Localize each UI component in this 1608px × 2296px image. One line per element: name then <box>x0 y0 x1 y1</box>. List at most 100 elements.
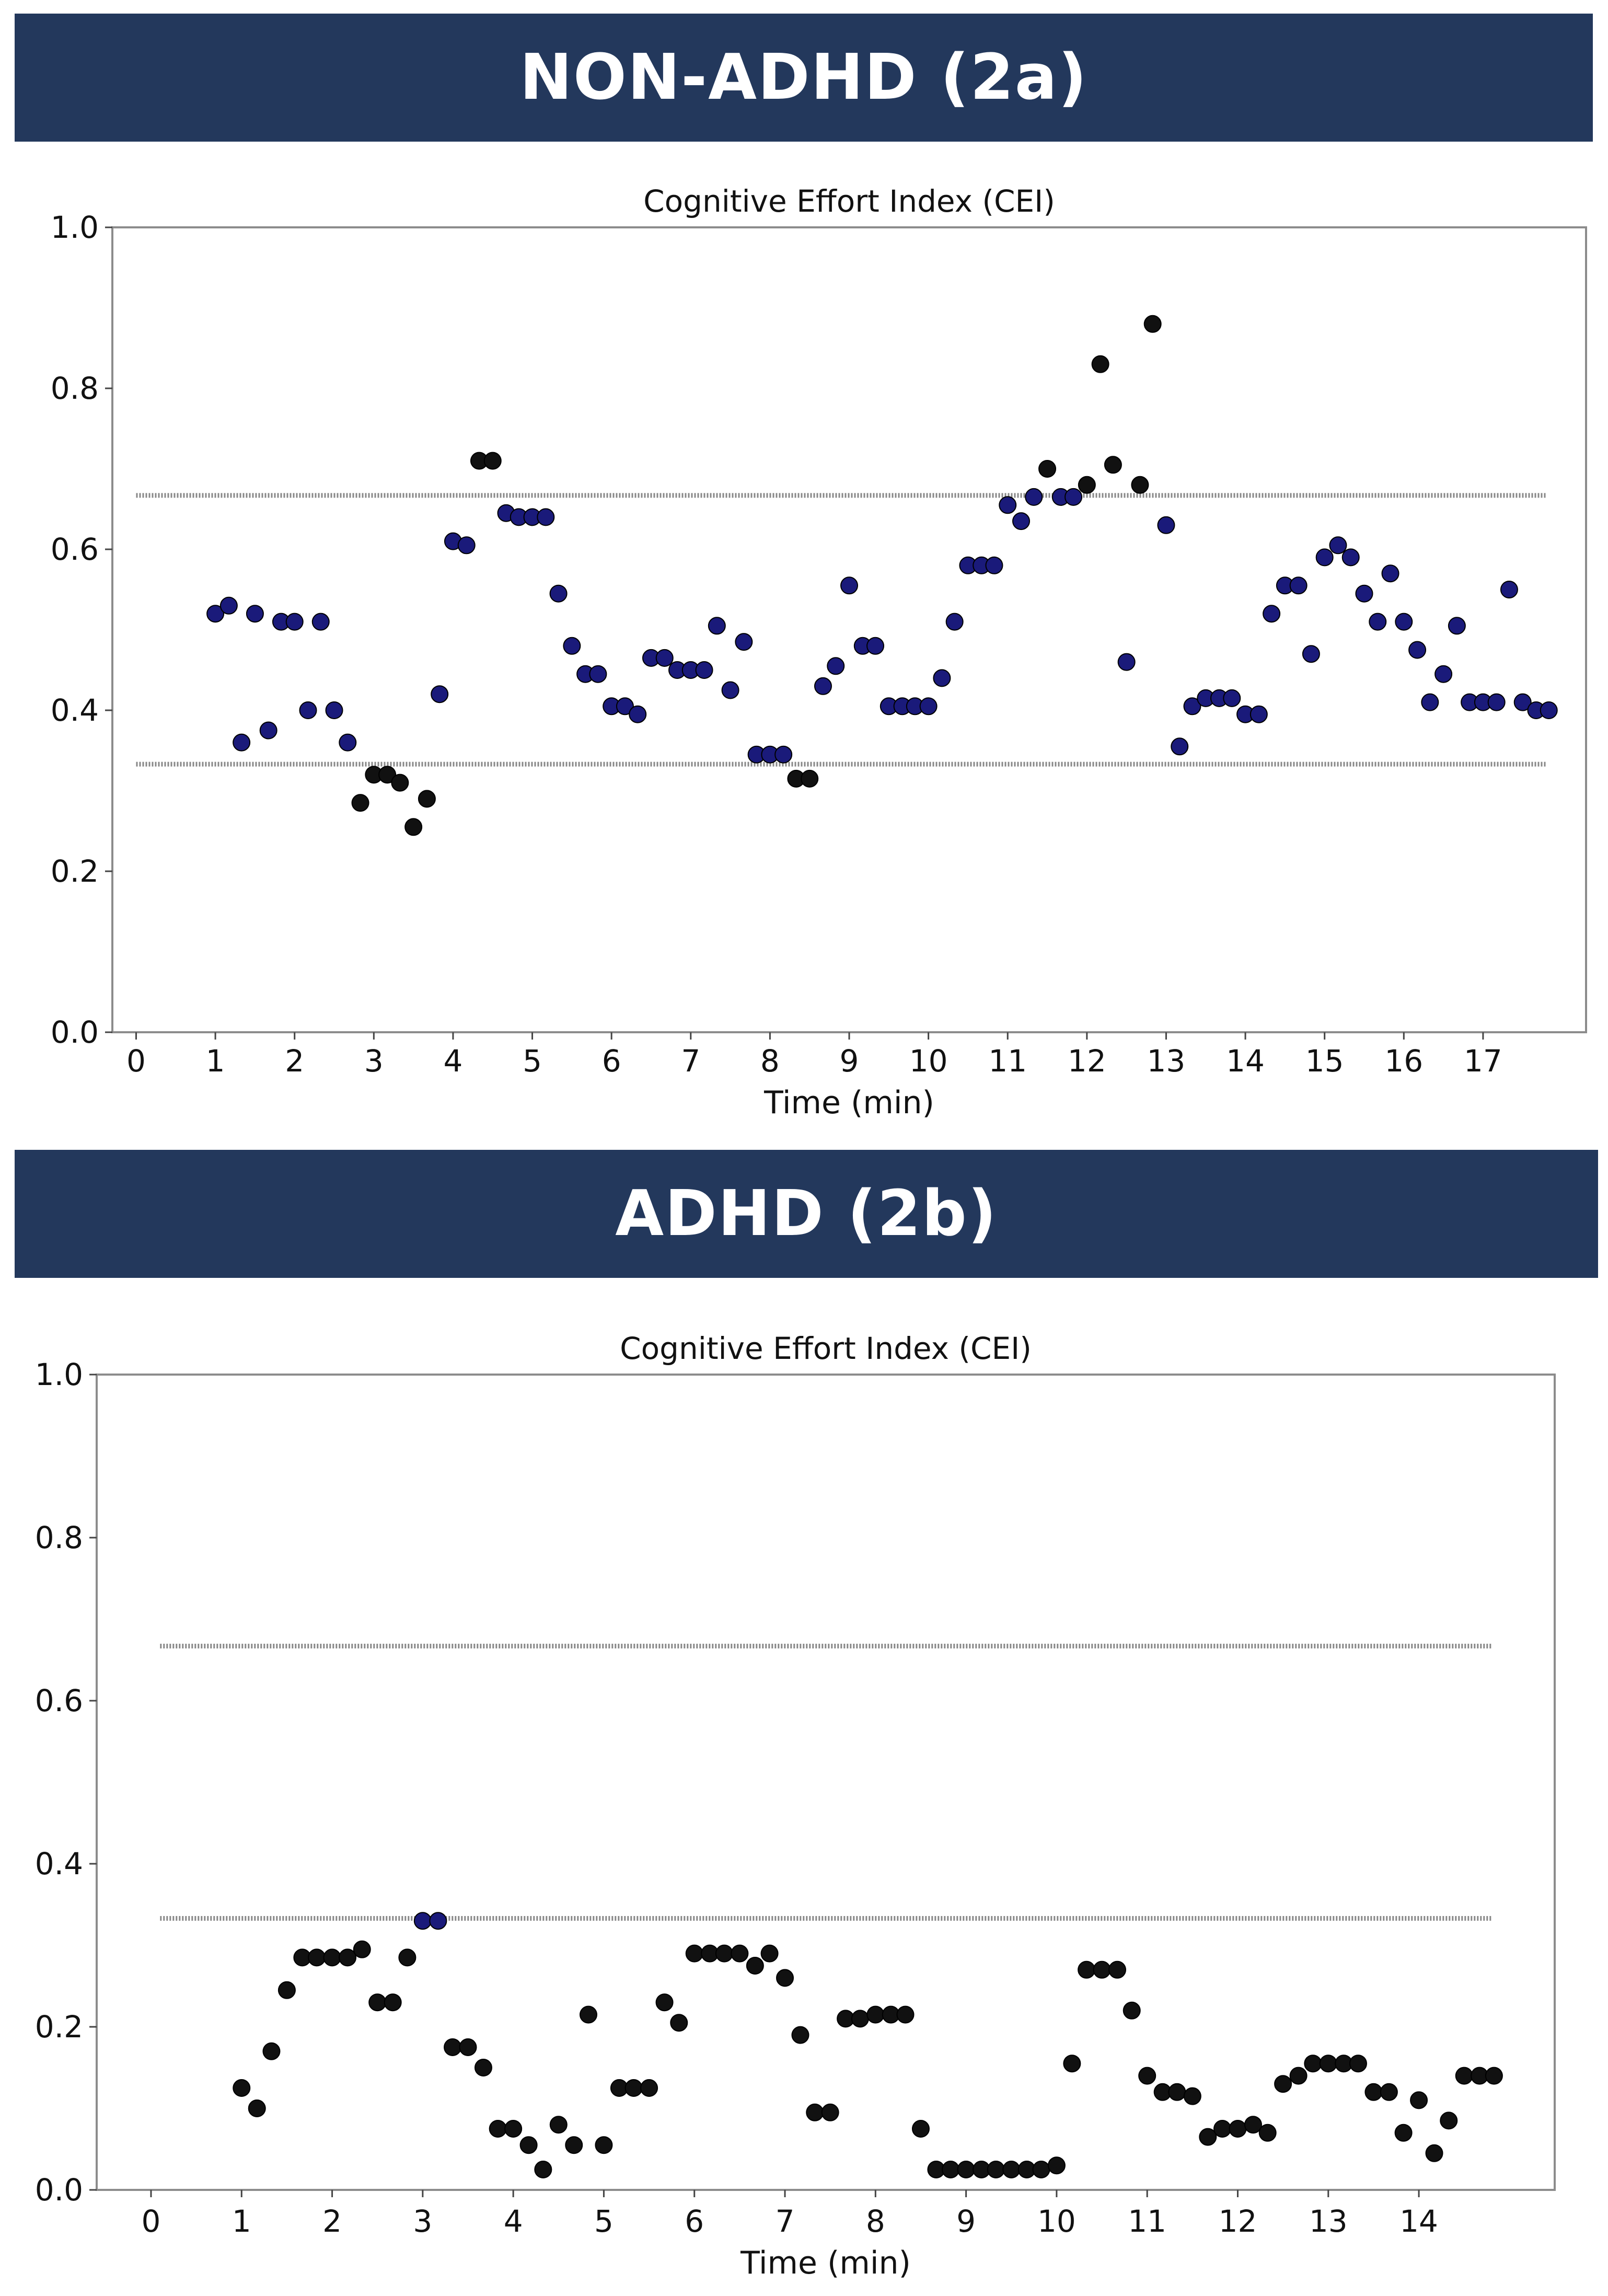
y-tick-label: 0.0 <box>51 1014 99 1050</box>
data-point <box>219 596 238 615</box>
data-point <box>957 2161 975 2178</box>
data-point <box>549 584 568 603</box>
data-point <box>806 2103 824 2121</box>
data-point <box>483 452 502 470</box>
data-point <box>248 2099 266 2117</box>
data-point <box>1123 2001 1141 2020</box>
data-point <box>277 1981 296 1999</box>
plot-frame <box>96 1374 1556 2191</box>
data-point <box>1047 2156 1066 2175</box>
y-tick-label: 0.0 <box>35 2172 83 2208</box>
panel-a-title: NON-ADHD (2a) <box>519 41 1088 114</box>
x-axis-label: Time (min) <box>763 1084 934 1121</box>
data-point <box>233 2079 251 2097</box>
data-point <box>919 697 938 716</box>
data-point <box>519 2136 538 2154</box>
chart-title: Cognitive Effort Index (CEI) <box>620 1331 1032 1366</box>
data-point <box>459 2038 477 2056</box>
x-tick-label: 10 <box>1037 2203 1076 2239</box>
chart-b: Cognitive Effort Index (CEI) 0.0 0.2 0.4 0.6… <box>35 1331 1556 2281</box>
data-point <box>1369 613 1387 631</box>
data-point <box>457 536 476 555</box>
y-tick-label: 0.4 <box>51 693 99 728</box>
data-point <box>1394 2124 1413 2142</box>
x-tick-label: 5 <box>523 1043 542 1079</box>
data-point <box>325 701 343 719</box>
x-tick-label: 3 <box>413 2203 432 2239</box>
data-point <box>1213 2120 1232 2138</box>
data-point <box>1380 2083 1398 2101</box>
panel-b-banner: ADHD (2b) <box>15 1150 1598 1278</box>
data-point <box>942 2161 960 2178</box>
data-point <box>721 681 739 699</box>
data-point <box>1138 2067 1156 2085</box>
data-point <box>1319 2055 1337 2073</box>
data-point <box>368 1993 387 2012</box>
data-point <box>1395 613 1413 631</box>
x-tick-label: 11 <box>1128 2203 1166 2239</box>
data-point <box>1157 516 1175 534</box>
data-point <box>774 745 793 764</box>
y-tick-label: 0.2 <box>35 2009 83 2045</box>
data-point <box>1329 536 1347 555</box>
data-point <box>413 1912 432 1930</box>
data-point <box>1183 697 1201 716</box>
data-point <box>378 766 397 784</box>
data-point <box>299 701 317 719</box>
panel-a-banner: NON-ADHD (2a) <box>15 14 1593 142</box>
chart-title: Cognitive Effort Index (CEI) <box>643 183 1055 219</box>
x-tick-label: 15 <box>1305 1043 1344 1079</box>
data-point <box>840 576 858 595</box>
data-point <box>339 1948 357 1967</box>
x-tick-label: 8 <box>760 1043 780 1079</box>
data-point <box>1104 456 1122 474</box>
x-tick-label: 2 <box>322 2203 342 2239</box>
x-tick-label: 13 <box>1147 1043 1186 1079</box>
x-tick-label: 8 <box>866 2203 885 2239</box>
x-tick-label: 11 <box>988 1043 1027 1079</box>
x-tick-label: 16 <box>1384 1043 1423 1079</box>
data-point <box>1355 584 1373 603</box>
data-point <box>323 1948 341 1967</box>
x-tick-label: 13 <box>1309 2203 1348 2239</box>
x-tick-label: 1 <box>232 2203 251 2239</box>
data-point <box>1229 2120 1247 2138</box>
data-point <box>655 649 674 667</box>
data-point <box>431 685 449 703</box>
data-point <box>384 1993 402 2012</box>
data-point <box>624 2079 643 2097</box>
data-point <box>640 2079 658 2097</box>
data-point <box>1274 2075 1292 2093</box>
data-point <box>1025 488 1043 506</box>
x-tick-label: 12 <box>1068 1043 1106 1079</box>
x-tick-label: 10 <box>909 1043 948 1079</box>
x-tick-label: 12 <box>1219 2203 1257 2239</box>
data-point <box>1425 2144 1443 2162</box>
y-tick-label: 0.6 <box>35 1683 83 1718</box>
y-tick-label: 0.8 <box>35 1520 83 1555</box>
data-point <box>987 2161 1005 2178</box>
x-tick-label: 14 <box>1226 1043 1265 1079</box>
data-point <box>851 2010 869 2028</box>
data-point <box>565 2136 583 2154</box>
data-point <box>534 2161 552 2178</box>
plot-frame <box>111 226 1587 1033</box>
data-point <box>708 617 726 635</box>
data-point <box>563 637 581 655</box>
data-point <box>866 2005 885 2024</box>
x-tick-label: 9 <box>840 1043 859 1079</box>
data-point <box>489 2120 507 2138</box>
data-point <box>1032 2161 1050 2178</box>
data-point <box>655 1993 674 2012</box>
data-point <box>999 496 1017 514</box>
y-tick-label: 0.6 <box>51 532 99 567</box>
data-point <box>398 1948 417 1967</box>
data-point <box>866 637 885 655</box>
data-point <box>945 613 964 631</box>
data-point <box>1289 576 1308 595</box>
data-point <box>896 2005 915 2024</box>
data-point <box>1065 488 1083 506</box>
x-tick-label: 0 <box>126 1043 146 1079</box>
data-point <box>616 697 634 716</box>
data-point <box>670 2014 688 2032</box>
